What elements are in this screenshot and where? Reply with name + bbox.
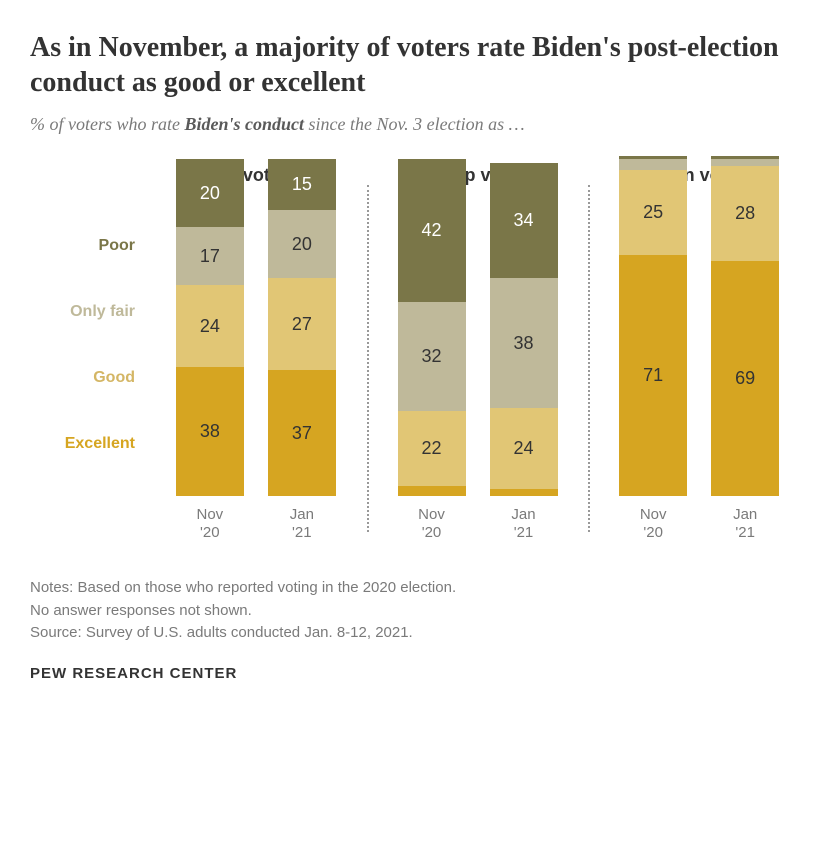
notes-line-1: Notes: Based on those who reported votin… (30, 577, 810, 600)
notes-line-2: No answer responses not shown. (30, 600, 810, 623)
bar-column: 7125 Nov'20 (619, 156, 687, 542)
stacked-bar: 7125 (619, 156, 687, 496)
bar-column: 223242 Nov'20 (398, 156, 466, 542)
segment-good: 28 (711, 166, 779, 261)
footer-attribution: PEW RESEARCH CENTER (30, 665, 810, 682)
segment-excellent: 69 (711, 261, 779, 496)
bar-column: 37272015 Jan'21 (268, 156, 336, 542)
segment-excellent (398, 486, 466, 496)
segment-good: 22 (398, 411, 466, 486)
stacked-bar: 38241720 (176, 156, 244, 496)
segment-poor: 42 (398, 159, 466, 302)
segment-poor: 20 (176, 159, 244, 227)
segment-excellent: 38 (176, 367, 244, 496)
chart-panels: All voters38241720Nov'2037272015Jan'21Tr… (145, 165, 810, 542)
segment-only_fair: 32 (398, 302, 466, 411)
chart-title: As in November, a majority of voters rat… (30, 30, 810, 100)
segment-only_fair: 20 (268, 210, 336, 278)
segment-only_fair: 38 (490, 278, 558, 407)
y-label-poor: Poor (35, 213, 145, 279)
panel-0: All voters38241720Nov'2037272015Jan'21 (145, 165, 367, 542)
subtitle-post: since the Nov. 3 election as … (304, 114, 525, 134)
x-label: Jan'21 (511, 506, 535, 542)
bars-group: 7125Nov'206928Jan'21 (600, 202, 798, 542)
x-label: Nov'20 (196, 506, 223, 542)
notes-line-3: Source: Survey of U.S. adults conducted … (30, 622, 810, 645)
subtitle-pre: % of voters who rate (30, 114, 185, 134)
x-label: Jan'21 (290, 506, 314, 542)
segment-poor: 34 (490, 163, 558, 279)
bars-group: 223242Nov'20243834Jan'21 (379, 202, 577, 542)
stacked-bar: 223242 (398, 156, 466, 496)
segment-excellent: 71 (619, 255, 687, 496)
chart-area: PoorOnly fairGoodExcellent All voters382… (30, 165, 810, 542)
segment-good: 24 (176, 285, 244, 367)
chart-subtitle: % of voters who rate Biden's conduct sin… (30, 114, 810, 135)
bar-column: 38241720 Nov'20 (176, 156, 244, 542)
stacked-bar: 37272015 (268, 156, 336, 496)
stacked-bar: 243834 (490, 156, 558, 496)
y-axis-labels: PoorOnly fairGoodExcellent (35, 165, 145, 477)
x-label: Nov'20 (640, 506, 667, 542)
panel-2: Biden voters7125Nov'206928Jan'21 (588, 165, 810, 542)
bars-group: 38241720Nov'2037272015Jan'21 (157, 202, 355, 542)
segment-good: 24 (490, 408, 558, 490)
bar-column: 6928 Jan'21 (711, 156, 779, 542)
segment-only_fair: 17 (176, 227, 244, 285)
segment-excellent: 37 (268, 370, 336, 496)
segment-excellent (490, 489, 558, 496)
x-label: Nov'20 (418, 506, 445, 542)
y-label-good: Good (35, 345, 145, 411)
segment-poor: 15 (268, 159, 336, 210)
segment-good: 27 (268, 278, 336, 370)
panel-1: Trump voters223242Nov'20243834Jan'21 (367, 165, 589, 542)
stacked-bar: 6928 (711, 156, 779, 496)
y-label-only_fair: Only fair (35, 279, 145, 345)
bar-column: 243834 Jan'21 (490, 156, 558, 542)
x-label: Jan'21 (733, 506, 757, 542)
segment-only_fair (619, 159, 687, 169)
segment-only_fair (711, 159, 779, 166)
segment-good: 25 (619, 170, 687, 255)
y-label-excellent: Excellent (35, 411, 145, 477)
chart-notes: Notes: Based on those who reported votin… (30, 577, 810, 645)
subtitle-emphasis: Biden's conduct (185, 114, 305, 134)
